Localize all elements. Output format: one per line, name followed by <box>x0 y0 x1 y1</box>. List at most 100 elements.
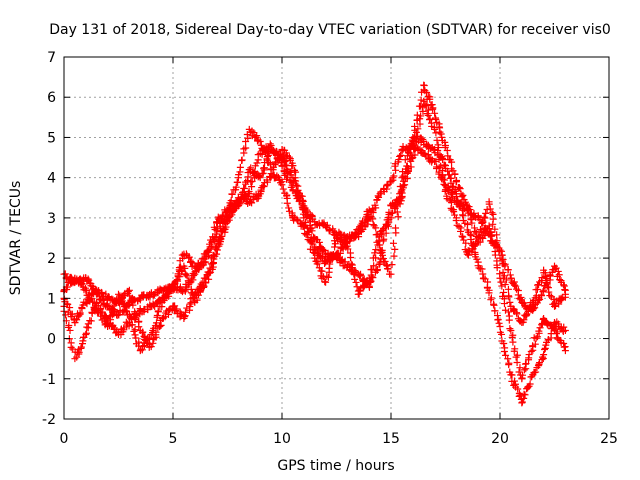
trace-marker <box>128 298 136 306</box>
trace-marker <box>331 243 339 251</box>
trace-marker <box>319 245 327 253</box>
data-layer <box>60 81 569 407</box>
trace-marker <box>395 156 403 164</box>
trace-marker <box>396 152 404 160</box>
trace-marker <box>488 209 496 217</box>
plot-frame <box>63 56 610 420</box>
trace-marker <box>532 292 540 300</box>
trace-marker <box>189 289 197 297</box>
trace-marker <box>393 196 401 204</box>
trace-marker <box>213 218 221 226</box>
trace-marker <box>360 283 368 291</box>
trace-marker <box>242 144 250 152</box>
trace-marker <box>426 115 434 123</box>
x-tick-label: 0 <box>60 431 69 447</box>
trace-marker <box>328 251 336 259</box>
trace-marker <box>427 154 435 162</box>
trace-marker <box>414 125 422 133</box>
trace-marker <box>491 251 499 259</box>
trace-marker <box>66 304 74 312</box>
trace-marker <box>453 196 461 204</box>
trace-marker <box>389 209 397 217</box>
trace-marker <box>73 316 81 324</box>
trace-marker <box>77 343 85 351</box>
data-point <box>289 162 297 170</box>
trace-marker <box>337 256 345 264</box>
trace-marker <box>309 248 317 256</box>
trace-marker <box>413 111 421 119</box>
trace-marker <box>521 391 529 399</box>
trace-marker <box>456 203 464 211</box>
trace-marker <box>228 190 236 198</box>
trace-marker <box>440 180 448 188</box>
trace-marker <box>394 195 402 203</box>
trace-marker <box>536 324 544 332</box>
trace-marker <box>234 178 242 186</box>
trace-marker <box>78 280 86 288</box>
trace-marker <box>459 191 467 199</box>
trace-marker <box>412 128 420 136</box>
trace-marker <box>63 283 71 291</box>
trace-marker <box>109 306 117 314</box>
x-tick-label: 15 <box>382 431 400 447</box>
trace-marker <box>396 190 404 198</box>
trace-marker <box>164 290 172 298</box>
trace-marker <box>185 253 193 261</box>
trace-marker <box>417 112 425 120</box>
trace-marker <box>401 156 409 164</box>
trace-marker <box>504 285 512 293</box>
trace-marker <box>338 257 346 265</box>
trace-marker <box>513 358 521 366</box>
trace-marker <box>363 220 371 228</box>
trace-marker <box>232 202 240 210</box>
trace-marker <box>181 313 189 321</box>
x-axis-label: GPS time / hours <box>277 458 394 474</box>
data-point <box>82 331 90 339</box>
trace-marker <box>437 162 445 170</box>
trace-marker <box>291 166 299 174</box>
trace-marker <box>318 267 326 275</box>
data-point <box>485 198 493 206</box>
trace-marker <box>467 235 475 243</box>
series-track-b <box>60 81 569 383</box>
trace-marker <box>183 272 191 280</box>
trace-marker <box>135 323 143 331</box>
trace-marker <box>519 371 527 379</box>
trace-marker <box>279 185 287 193</box>
trace-marker <box>421 87 429 95</box>
trace-marker <box>493 264 501 272</box>
trace-marker <box>323 272 331 280</box>
trace-marker <box>232 183 240 191</box>
x-tick-label: 5 <box>169 431 178 447</box>
trace-marker <box>266 140 274 148</box>
trace-marker <box>503 276 510 284</box>
trace-marker <box>319 253 327 261</box>
trace-marker <box>506 298 514 306</box>
trace-marker <box>184 281 192 289</box>
data-point <box>202 274 210 282</box>
trace-marker <box>204 268 212 276</box>
y-tick-label: 2 <box>47 251 56 267</box>
trace-marker <box>225 216 233 224</box>
y-axis-label: SDTVAR / TECUs <box>8 181 24 296</box>
trace-marker <box>499 260 507 268</box>
trace-marker <box>438 133 446 141</box>
y-tick-label: 7 <box>47 50 56 66</box>
trace-marker <box>100 314 108 322</box>
trace-marker <box>371 201 379 209</box>
trace-marker <box>84 275 92 283</box>
trace-marker <box>434 144 442 152</box>
trace-marker <box>554 267 562 275</box>
trace-marker <box>210 223 218 231</box>
trace-marker <box>520 316 528 324</box>
trace-marker <box>516 295 524 303</box>
trace-marker <box>390 172 398 180</box>
trace-marker <box>498 282 506 290</box>
trace-marker <box>495 247 503 255</box>
trace-marker <box>253 159 261 167</box>
trace-marker <box>64 323 72 331</box>
trace-marker <box>353 283 361 291</box>
trace-marker <box>429 105 437 113</box>
y-tick-label: 4 <box>47 171 56 187</box>
